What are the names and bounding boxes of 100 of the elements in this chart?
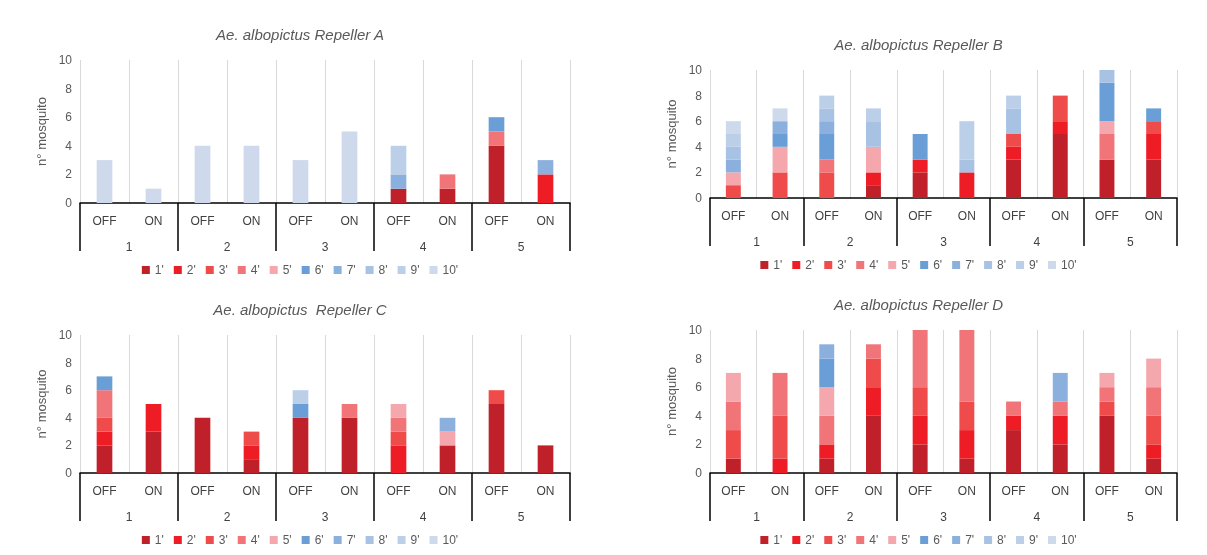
bar [1146, 108, 1162, 122]
legend-label: 9' [1029, 258, 1039, 272]
legend-label: 3' [837, 258, 847, 272]
legend-label: 2' [186, 533, 196, 547]
x-tick-label: OFF [484, 484, 509, 498]
legend-label: 4' [250, 533, 260, 547]
legend-label: 5' [901, 258, 911, 272]
text: 1 [753, 510, 761, 524]
x-tick-label: OFF [288, 214, 313, 228]
bar [1146, 134, 1162, 160]
y-tick-label: 8 [695, 88, 703, 103]
bar [819, 387, 835, 416]
legend-label: 7' [346, 533, 356, 547]
bar [1052, 134, 1068, 198]
text: 4 [1033, 510, 1041, 524]
bar [959, 159, 975, 173]
bar [243, 145, 260, 203]
bar [1006, 146, 1022, 160]
x-tick-label: OFF [721, 484, 746, 498]
bar [725, 372, 741, 402]
x-tick-label: OFF [1001, 484, 1026, 498]
x-tick-label: OFF [1094, 484, 1119, 498]
text: 3 [321, 510, 329, 524]
bar [1099, 134, 1115, 160]
bar [390, 431, 407, 446]
bar [439, 188, 456, 203]
bar [1099, 372, 1115, 388]
x-tick-label: ON [438, 214, 457, 228]
y-tick-label: 2 [65, 438, 73, 453]
bar [912, 159, 928, 173]
bar [725, 121, 741, 134]
text: 5 [1126, 510, 1134, 524]
x-tick-label: OFF [190, 484, 215, 498]
bar [1099, 82, 1115, 122]
y-axis-title: n° mosquito [33, 369, 49, 439]
x-tick-label: OFF [814, 484, 839, 498]
bar [439, 174, 456, 189]
bar [341, 417, 358, 473]
x-tick-label: OFF [386, 484, 411, 498]
bar [819, 358, 835, 388]
text: 4 [419, 240, 427, 254]
bar [865, 121, 881, 147]
x-tick-label: ON [340, 484, 359, 498]
text: 2 [223, 510, 231, 524]
bar [488, 145, 505, 203]
legend-label: 6' [314, 263, 324, 277]
bar [725, 146, 741, 160]
x-tick-label: OFF [721, 209, 746, 223]
bar [390, 417, 407, 432]
bar [725, 401, 741, 431]
bar [390, 404, 407, 418]
legend-label: 7' [346, 263, 356, 277]
x-tick-label: ON [1144, 209, 1163, 223]
bar [819, 344, 835, 359]
y-tick-label: 10 [688, 63, 703, 77]
x-tick-label: ON [864, 209, 883, 223]
bar [390, 188, 407, 203]
legend-label: 4' [250, 263, 260, 277]
bar [819, 134, 835, 160]
text: 5 [517, 240, 525, 254]
bar [912, 172, 928, 198]
y-axis-title: n° mosquito [33, 97, 49, 166]
legend-label: 1' [773, 533, 783, 547]
y-tick-label: 4 [695, 139, 703, 154]
bar [1052, 372, 1068, 402]
bar [1146, 444, 1162, 459]
bar [292, 160, 309, 203]
x-tick-label: ON [771, 484, 790, 498]
x-tick-label: OFF [1001, 209, 1026, 223]
bar [96, 390, 113, 418]
bar [439, 445, 456, 473]
bar [772, 108, 788, 122]
bar [488, 131, 505, 146]
bar [1052, 415, 1068, 445]
bar [96, 445, 113, 473]
legend-label: 9' [1029, 533, 1039, 547]
bar [912, 415, 928, 445]
x-tick-label: ON [144, 484, 163, 498]
legend-label: 5' [282, 263, 292, 277]
bar [537, 160, 554, 175]
legend-label: 1' [773, 258, 783, 272]
bar [912, 330, 928, 388]
legend-label: 1' [154, 263, 164, 277]
legend-label: 5' [282, 533, 292, 547]
bar [772, 134, 788, 147]
x-tick-label: ON [957, 484, 976, 498]
bar [772, 121, 788, 134]
y-tick-label: 6 [695, 380, 703, 395]
y-tick-label: 4 [695, 408, 703, 423]
x-tick-label: OFF [92, 214, 117, 228]
bar [292, 390, 309, 404]
bar [439, 431, 456, 446]
x-tick-label: ON [340, 214, 359, 228]
legend-label: 8' [997, 533, 1007, 547]
bar [1052, 121, 1068, 134]
bar [1006, 95, 1022, 109]
legend-label: 7' [965, 533, 975, 547]
bar [1006, 430, 1022, 473]
y-tick-label: 10 [58, 53, 73, 67]
legend-label: 4' [869, 533, 879, 547]
